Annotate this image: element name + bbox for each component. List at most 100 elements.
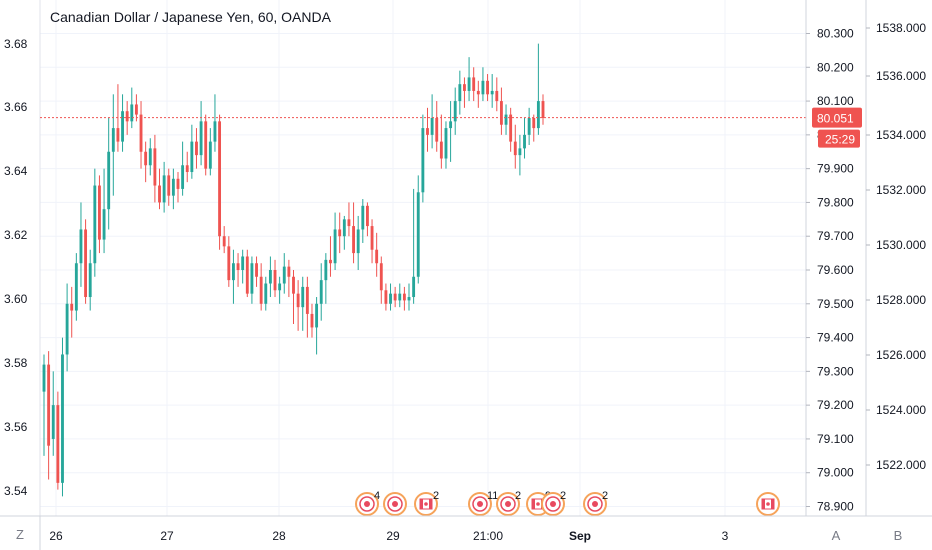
candle-body xyxy=(255,263,258,277)
candle-body xyxy=(268,270,272,284)
log-scale-button[interactable]: B xyxy=(894,528,903,543)
canada-flag-icon[interactable] xyxy=(756,492,780,516)
candle-body xyxy=(421,128,425,193)
event-badge-icon[interactable]: 4 xyxy=(355,490,380,516)
left-axis-tick-label: 3.68 xyxy=(4,37,28,51)
candle-body xyxy=(208,141,212,169)
zoom-button[interactable]: Z xyxy=(16,527,24,542)
candle-body xyxy=(342,219,346,237)
main-axis-tick-label: 79.300 xyxy=(817,364,854,378)
flag-right-bar xyxy=(429,499,432,509)
candle-body xyxy=(532,117,536,129)
candle-body xyxy=(176,178,180,189)
candle-body xyxy=(495,90,499,102)
main-axis-tick-label: 79.500 xyxy=(817,297,854,311)
candle-body xyxy=(426,128,429,135)
candle-body xyxy=(245,256,249,294)
candle-body xyxy=(361,205,365,230)
main-axis-tick-label: 79.000 xyxy=(817,466,854,480)
candle-body xyxy=(278,283,282,291)
main-price-axis[interactable]: 80.30080.20080.10080.00079.90079.80079.7… xyxy=(805,0,854,550)
auto-scale-button[interactable]: A xyxy=(832,528,841,543)
candle-body xyxy=(259,276,263,304)
candle-body xyxy=(61,354,64,483)
time-axis-tick-label: 26 xyxy=(49,529,63,543)
time-axis[interactable]: 26 27 28 29 21:00 Sep 3 Z A B xyxy=(0,515,932,550)
grid-lines xyxy=(40,0,806,516)
last-price-tag: 80.051 25:29 xyxy=(812,107,862,148)
candle-body xyxy=(264,283,268,304)
main-axis-tick-label: 80.100 xyxy=(817,94,854,108)
left-axis-tick-label: 3.62 xyxy=(4,228,28,242)
left-axis-tick-label: 3.56 xyxy=(4,420,28,434)
candle-body xyxy=(93,185,97,264)
candle-body xyxy=(70,303,74,311)
candle-body xyxy=(218,121,222,237)
time-axis-tick-label: 29 xyxy=(386,529,400,543)
secondary-axis-tick-label: 1530.000 xyxy=(876,238,926,252)
candle-body xyxy=(236,263,240,270)
event-badge-dot xyxy=(505,501,511,507)
candle-body xyxy=(449,121,453,129)
candle-body xyxy=(42,364,46,392)
canada-flag-icon[interactable]: 2 xyxy=(414,490,439,516)
candle-body xyxy=(296,293,300,308)
candle-body xyxy=(88,263,92,298)
countdown-tag-box xyxy=(818,129,860,148)
candle-body xyxy=(111,128,115,152)
main-axis-tick-label: 79.200 xyxy=(817,398,854,412)
left-price-axis: 3.68 3.66 3.64 3.62 3.60 3.58 3.56 3.54 xyxy=(4,0,41,516)
candle-body xyxy=(476,90,480,95)
candle-body xyxy=(79,229,83,264)
event-markers[interactable]: 42112922 xyxy=(355,490,780,516)
candle-body xyxy=(51,405,55,439)
candle-body xyxy=(301,286,305,308)
candle-body xyxy=(148,148,152,166)
candle-body xyxy=(250,263,254,294)
candle-body xyxy=(416,192,420,277)
main-axis-tick-label: 79.800 xyxy=(817,195,854,209)
candle-body xyxy=(407,297,411,301)
candle-body xyxy=(125,111,129,122)
event-badge-icon[interactable] xyxy=(383,492,407,516)
candle-body xyxy=(333,229,337,264)
candle-body xyxy=(472,77,476,91)
main-axis-tick-label: 80.300 xyxy=(817,27,854,41)
left-axis-tick-label: 3.58 xyxy=(4,356,28,370)
event-badge-icon[interactable]: 2 xyxy=(583,490,608,516)
event-count-label: 2 xyxy=(602,490,608,502)
candle-body xyxy=(139,114,143,152)
candle-body xyxy=(458,84,462,102)
flag-left-bar xyxy=(532,499,535,509)
candle-body xyxy=(504,114,508,125)
candle-body xyxy=(190,141,194,173)
candle-body xyxy=(232,263,235,281)
left-axis-tick-label: 3.64 xyxy=(4,164,28,178)
main-axis-tick-label: 80.200 xyxy=(817,60,854,74)
event-badge-icon[interactable]: 2 xyxy=(496,490,521,516)
secondary-axis-tick-label: 1532.000 xyxy=(876,183,926,197)
candle-body xyxy=(393,293,397,301)
candle-body xyxy=(435,117,439,142)
main-axis-tick-label: 79.400 xyxy=(817,331,854,345)
candle-body xyxy=(536,101,540,129)
secondary-axis-tick-label: 1536.000 xyxy=(876,69,926,83)
candle-body xyxy=(121,111,124,142)
candle-body xyxy=(158,185,161,203)
countdown-tag-value: 25:29 xyxy=(825,133,855,147)
flag-leaf xyxy=(766,502,770,506)
candle-body xyxy=(134,104,138,115)
candle-body xyxy=(481,80,485,95)
candle-body xyxy=(74,263,78,311)
candle-body xyxy=(56,405,60,483)
event-badge-icon[interactable]: 2 xyxy=(541,490,566,516)
candle-body xyxy=(181,165,185,189)
candle-body xyxy=(463,84,466,91)
candle-body xyxy=(102,209,106,240)
candle-body xyxy=(213,121,217,142)
secondary-price-axis[interactable]: 1538.000 1536.000 1534.000 1532.000 1530.000… xyxy=(865,0,926,550)
event-badge-icon[interactable]: 11 xyxy=(468,490,498,516)
candle-body xyxy=(513,141,517,156)
candle-body xyxy=(527,117,531,135)
